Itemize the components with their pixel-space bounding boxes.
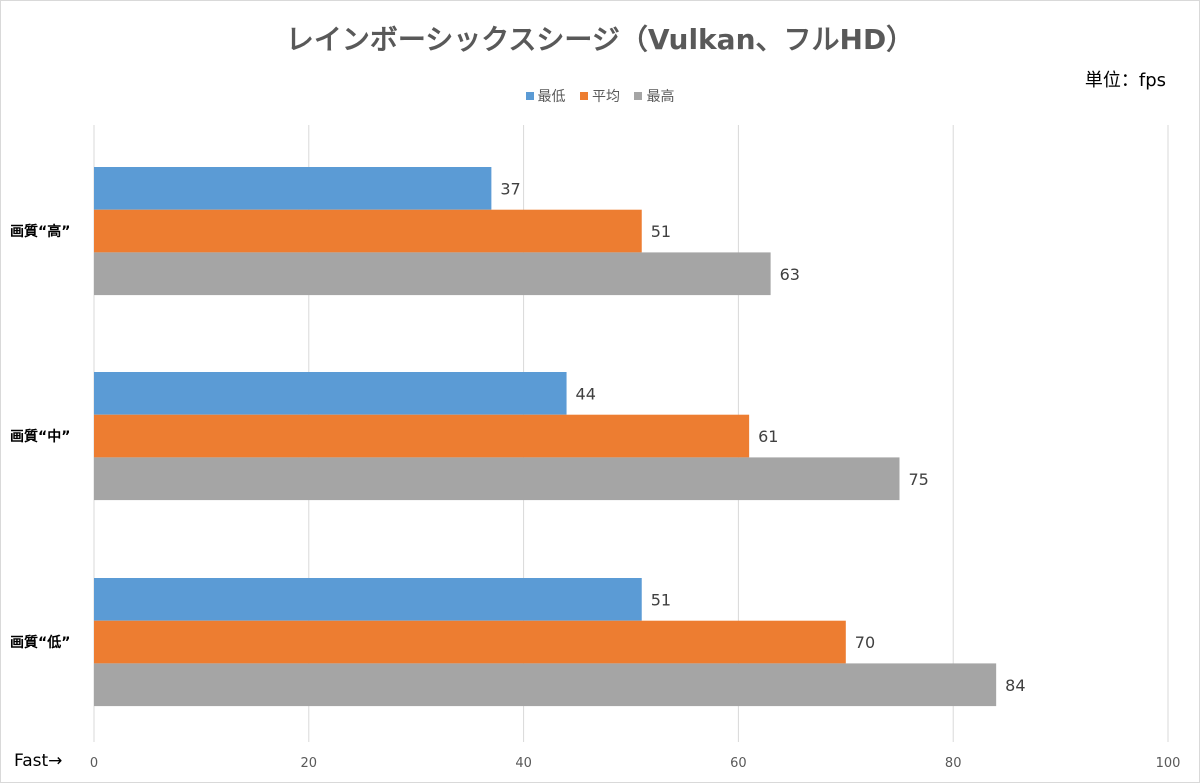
x-tick-label-60: 60 <box>730 756 747 771</box>
data-label-avg-0: 51 <box>651 222 671 241</box>
bar-min-1 <box>94 372 567 415</box>
data-label-min-1: 44 <box>576 384 596 403</box>
unit-label: 単位：fps <box>1084 70 1166 91</box>
data-label-max-1: 75 <box>909 470 929 489</box>
data-label-min-2: 51 <box>651 590 671 609</box>
x-tick-label-0: 0 <box>90 756 98 771</box>
bar-max-2 <box>94 663 997 707</box>
category-labels: 画質“高” 画質“中” 画質“低” <box>10 223 70 651</box>
fast-direction-note: Fast→ <box>14 751 63 771</box>
legend-swatch-avg <box>580 92 588 100</box>
legend-item-avg: 平均 <box>580 86 620 106</box>
category-label-0: 画質“高” <box>10 223 70 240</box>
x-tick-label-20: 20 <box>301 756 318 771</box>
data-label-min-0: 37 <box>500 179 520 198</box>
x-tick-labels: 0 20 40 60 80 100 <box>90 756 1181 771</box>
bar-min-0 <box>94 167 492 210</box>
data-label-avg-2: 70 <box>855 633 875 652</box>
x-tick-label-80: 80 <box>945 756 962 771</box>
legend-swatch-min <box>525 92 534 100</box>
chart-title: レインボーシックスシージ（Vulkan、フルHD） <box>285 23 915 56</box>
legend-label-min: 最低 <box>537 89 566 105</box>
data-label-max-2: 84 <box>1005 676 1025 695</box>
x-tick-label-40: 40 <box>515 756 532 771</box>
bar-max-1 <box>94 457 900 501</box>
x-tick-label-100: 100 <box>1156 756 1181 771</box>
data-label-avg-1: 61 <box>758 427 778 446</box>
bar-min-2 <box>94 578 642 621</box>
bars <box>94 167 997 707</box>
legend-item-max: 最高 <box>634 86 674 106</box>
legend-label-max: 最高 <box>646 89 675 105</box>
bar-avg-2 <box>94 620 846 664</box>
legend: 最低 平均 最高 <box>0 86 1200 106</box>
legend-label-avg: 平均 <box>592 89 620 105</box>
category-label-2: 画質“低” <box>10 634 70 651</box>
data-labels: 37 51 63 44 61 75 51 70 84 <box>500 179 1025 694</box>
legend-item-min: 最低 <box>525 86 566 106</box>
legend-swatch-max <box>634 92 643 100</box>
bar-avg-0 <box>94 209 642 253</box>
bar-max-0 <box>94 252 771 296</box>
bar-avg-1 <box>94 414 750 458</box>
data-label-max-0: 63 <box>780 265 800 284</box>
category-label-1: 画質“中” <box>10 428 70 445</box>
